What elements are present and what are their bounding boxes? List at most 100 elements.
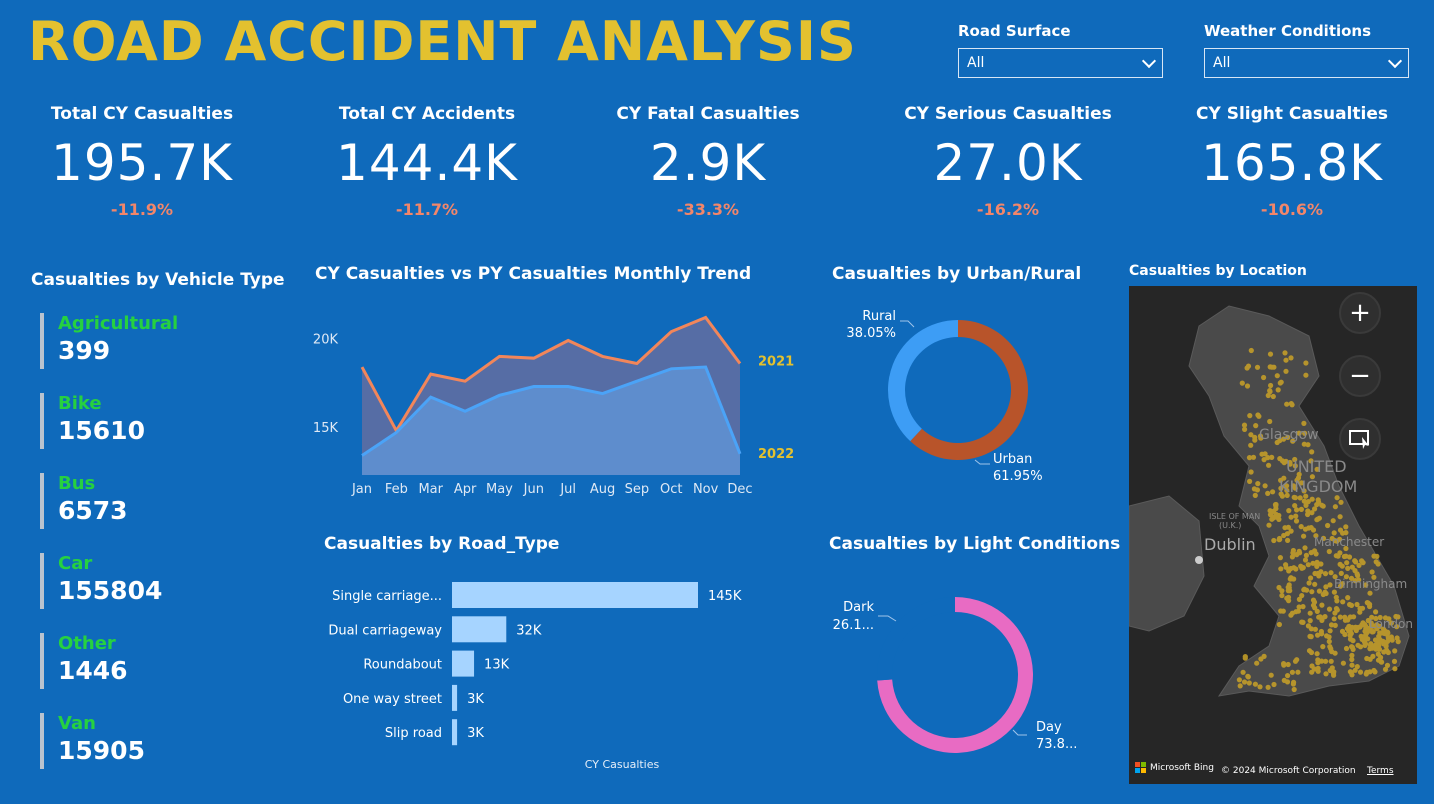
casualty-dot [1381, 649, 1387, 655]
zoom-in-button[interactable]: + [1339, 292, 1381, 334]
weather-dropdown[interactable]: All [1204, 48, 1409, 78]
casualty-dot [1254, 487, 1260, 493]
casualty-dot [1367, 590, 1373, 596]
casualty-dot [1334, 598, 1340, 604]
casualty-dot [1327, 644, 1333, 650]
lasso-select-icon [1349, 430, 1369, 449]
casualty-dot [1277, 437, 1283, 444]
casualty-dot [1290, 483, 1297, 489]
kpi-value: 165.8K [1201, 134, 1383, 192]
road-surface-dropdown[interactable]: All [958, 48, 1163, 78]
casualty-dot [1349, 564, 1355, 570]
casualty-dot [1305, 562, 1311, 568]
series-label: 2022 [758, 447, 794, 462]
slice-rural [888, 320, 958, 442]
vehicle-type-title: Casualties by Vehicle Type [31, 270, 285, 290]
bar-data-label: 32K [516, 623, 542, 638]
casualty-dot [1307, 633, 1313, 639]
casualty-dot [1283, 357, 1289, 363]
casualty-dot [1377, 614, 1383, 621]
x-tick-label: Mar [418, 482, 443, 497]
casualty-dot [1301, 533, 1307, 539]
casualty-dot [1384, 662, 1391, 668]
casualty-dot [1245, 674, 1251, 680]
casualty-dot [1332, 610, 1338, 616]
x-tick-label: Jan [351, 482, 372, 497]
lasso-select-button[interactable] [1339, 418, 1381, 460]
casualty-dot [1328, 658, 1334, 664]
vehicle-card-van: Van 15905 [40, 713, 260, 769]
casualty-dot [1391, 658, 1398, 664]
casualty-dot [1281, 661, 1287, 667]
road-surface-label: Road Surface [958, 22, 1071, 40]
casualty-dot [1288, 575, 1294, 581]
bar-data-label: 3K [467, 726, 484, 741]
casualty-dot [1331, 530, 1337, 536]
casualty-dot [1299, 593, 1305, 599]
ireland-landmass [1129, 495, 1205, 632]
casualty-dot [1314, 563, 1320, 569]
casualty-dot [1320, 503, 1326, 509]
casualty-dot [1369, 569, 1375, 575]
slice-dark [877, 597, 955, 681]
casualty-dot [1340, 599, 1346, 605]
map-attribution: © 2024 Microsoft Corporation [1221, 766, 1356, 776]
casualty-dot [1349, 662, 1355, 668]
casualty-dot [1337, 514, 1343, 520]
x-tick-label: Aug [590, 482, 615, 497]
kpi-value: 27.0K [933, 134, 1083, 192]
kpi-label: Total CY Casualties [50, 104, 234, 124]
casualty-dot [1348, 575, 1355, 581]
map-canvas[interactable]: Glasgow UNITED KINGDOM ISLE OF MAN (U.K.… [1129, 286, 1417, 784]
casualty-dot [1343, 645, 1350, 652]
casualty-dot [1316, 588, 1322, 594]
casualty-dot [1291, 679, 1297, 685]
casualty-dot [1248, 432, 1254, 438]
casualty-dot [1308, 626, 1314, 632]
casualty-dot [1354, 664, 1360, 670]
casualty-dot [1301, 441, 1307, 447]
casualty-dot [1265, 392, 1271, 399]
x-tick-label: May [486, 482, 513, 497]
map-label-uk: (U.K.) [1219, 521, 1241, 530]
map-terms-link[interactable]: Terms [1367, 766, 1394, 776]
casualty-dot [1271, 537, 1277, 544]
casualty-dot [1314, 502, 1320, 508]
casualty-dot [1303, 372, 1309, 378]
casualty-dot [1296, 604, 1302, 610]
zoom-out-button[interactable]: − [1339, 355, 1381, 397]
casualty-dot [1395, 639, 1401, 645]
casualty-dot [1259, 451, 1265, 457]
casualty-dot [1283, 562, 1289, 568]
casualty-dot [1241, 679, 1248, 685]
kpi-fatal-casualties: CY Fatal Casualties 2.9K -33.3% [578, 104, 838, 219]
casualty-dot [1315, 497, 1321, 503]
rural-label: Rural [862, 309, 896, 324]
chevron-down-icon [1387, 53, 1403, 68]
casualty-dot [1359, 558, 1365, 564]
casualty-dot [1242, 655, 1248, 661]
casualty-dot [1303, 552, 1309, 558]
map-label-london: London [1369, 617, 1413, 631]
vehicle-value: 399 [58, 336, 111, 365]
casualty-dot [1325, 522, 1331, 529]
casualty-dot [1271, 681, 1277, 688]
rural-percent: 38.05% [846, 326, 896, 341]
casualty-dot [1316, 515, 1322, 521]
casualty-dot [1343, 530, 1349, 536]
casualty-dot [1394, 624, 1400, 630]
casualty-dot [1270, 393, 1276, 400]
casualty-dot [1255, 412, 1261, 418]
casualty-dot [1289, 669, 1295, 675]
vehicle-card-car: Car 155804 [40, 553, 260, 609]
casualty-dot [1302, 557, 1309, 563]
casualty-dot [1371, 623, 1377, 629]
casualty-dot [1284, 401, 1290, 407]
location-map[interactable]: Glasgow UNITED KINGDOM ISLE OF MAN (U.K.… [1129, 286, 1417, 784]
casualty-dot [1335, 553, 1341, 559]
casualty-dot [1303, 493, 1309, 499]
casualty-dot [1357, 609, 1363, 615]
x-tick-label: Sep [625, 482, 650, 497]
casualty-dot [1334, 538, 1340, 544]
casualty-dot [1279, 592, 1285, 599]
